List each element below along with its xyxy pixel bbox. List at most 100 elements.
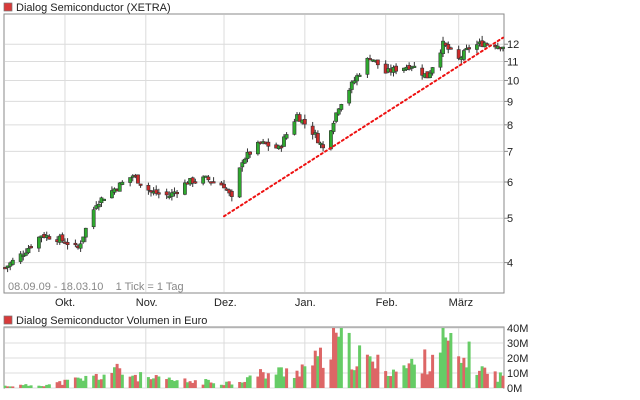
x-tick-label: Nov. — [136, 297, 158, 309]
candle-body — [201, 176, 206, 184]
volume-bar — [131, 375, 135, 388]
candle-body — [336, 108, 341, 115]
candle-body — [229, 190, 234, 197]
volume-bar — [175, 380, 179, 388]
volume-bar — [496, 381, 500, 388]
volume-bar — [248, 375, 252, 388]
candle — [297, 112, 302, 122]
volume-bar — [358, 345, 362, 388]
volume-bar — [76, 377, 80, 388]
candle — [3, 266, 7, 270]
volume-bar — [92, 375, 96, 388]
candle-body — [60, 234, 65, 242]
candle — [117, 182, 122, 192]
volume-bar — [133, 374, 137, 388]
candle — [78, 240, 83, 252]
volume-y-tick-label: 30M — [507, 338, 528, 350]
candle-body — [284, 134, 289, 139]
price-plot-frame — [3, 13, 505, 294]
candle-body — [297, 114, 302, 122]
volume-bar — [118, 368, 122, 388]
candle-body — [211, 181, 216, 184]
candle-body — [334, 112, 339, 122]
volume-bar — [501, 375, 505, 388]
candle — [310, 121, 315, 140]
candle — [175, 189, 179, 198]
volume-legend-label: Dialog Semiconductor Volumen in Euro — [16, 315, 207, 327]
volume-bar — [464, 367, 468, 388]
candle — [29, 244, 33, 249]
volume-bar — [102, 374, 106, 388]
volume-bar — [193, 380, 197, 388]
candle-body — [282, 136, 286, 147]
volume-bar — [412, 364, 416, 388]
candle — [438, 49, 443, 71]
candle-body — [156, 192, 161, 195]
volume-bar — [339, 328, 343, 388]
candle-body — [117, 182, 122, 192]
candle — [60, 232, 65, 244]
volume-bar — [42, 386, 46, 388]
candle-body — [164, 191, 169, 196]
candle-body — [456, 49, 461, 59]
candle — [242, 157, 247, 165]
candle-body — [355, 75, 359, 82]
candle-body — [266, 141, 271, 147]
volume-bar — [407, 363, 411, 388]
candle — [282, 134, 286, 147]
volume-bar — [152, 378, 156, 388]
volume-bar — [493, 371, 497, 388]
candle-body — [245, 151, 250, 160]
volume-bar — [55, 382, 59, 388]
volume-bar — [316, 356, 320, 388]
volume-bar — [97, 379, 101, 388]
volume-bar — [444, 337, 448, 388]
volume-bar — [136, 381, 140, 388]
candle — [65, 238, 70, 250]
volume-bar — [157, 376, 161, 388]
candle-body — [65, 242, 70, 245]
x-tick-label: Okt. — [55, 297, 75, 309]
candle — [501, 46, 505, 52]
volume-bar — [21, 385, 25, 388]
candle-body — [248, 151, 252, 155]
volume-bar — [183, 378, 187, 388]
price-y-tick-label: 9 — [507, 96, 513, 108]
volume-bar — [425, 374, 429, 388]
candle-body — [18, 253, 23, 262]
candle-body — [365, 57, 370, 75]
volume-bar — [394, 371, 398, 388]
candle — [318, 141, 323, 149]
price-y-tick-label: 12 — [507, 39, 519, 51]
price-y-axis: 4 5 6 7 8 9 10 11 12 — [504, 39, 519, 270]
candle — [448, 46, 453, 50]
volume-bar — [84, 375, 88, 388]
x-axis: Okt. Nov. Dez. Jan. Feb. März — [55, 297, 473, 309]
volume-bar — [368, 356, 372, 388]
candle-body — [21, 254, 26, 257]
candle-body — [183, 182, 187, 195]
candle — [81, 236, 86, 244]
volume-bar — [405, 368, 409, 388]
volume-bar — [386, 375, 390, 388]
volume-bar — [222, 385, 226, 388]
volume-bar — [243, 381, 247, 388]
volume-bar — [115, 363, 119, 388]
volume-bar — [128, 376, 132, 388]
candle — [331, 120, 336, 135]
volume-bar — [438, 352, 442, 388]
volume-bar — [352, 370, 356, 388]
candle-body — [23, 252, 28, 256]
volume-bar — [6, 386, 10, 388]
candle — [229, 189, 234, 202]
candle — [245, 148, 250, 163]
candle — [266, 138, 271, 151]
price-y-tick-label: 7 — [507, 146, 513, 158]
candle-body — [96, 203, 101, 208]
volume-bar — [261, 372, 265, 388]
candle-body — [485, 43, 490, 46]
candle-body — [446, 44, 451, 50]
volume-y-tick-label: 0M — [507, 383, 522, 395]
candle-body — [120, 181, 125, 185]
candle — [23, 248, 28, 257]
